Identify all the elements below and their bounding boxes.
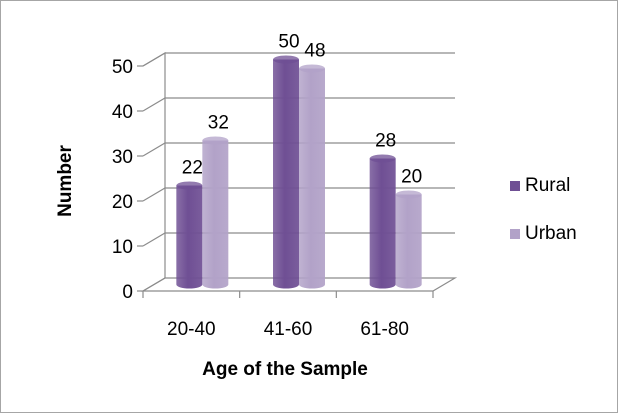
x-axis-ticks: 20-40 41-60 61-80 xyxy=(142,291,434,340)
x-tick-label: 61-80 xyxy=(360,319,409,340)
bars xyxy=(176,55,422,289)
y-tick-label: 40 xyxy=(112,102,133,123)
y-tick-label: 0 xyxy=(122,282,133,303)
bar-top xyxy=(273,55,299,64)
bar-top xyxy=(299,64,325,73)
y-axis-ticks: 0 10 20 30 40 50 xyxy=(112,57,143,303)
bar-urban-20-40 xyxy=(202,136,229,289)
y-axis-title: Number xyxy=(55,145,76,217)
gridlines xyxy=(142,52,455,247)
data-label: 48 xyxy=(304,41,325,62)
legend-item-urban: Urban xyxy=(510,223,577,244)
x-tick-label: 41-60 xyxy=(264,319,313,340)
y-tick-label: 20 xyxy=(112,192,133,213)
bar-body xyxy=(273,59,299,289)
bar-body xyxy=(176,185,203,289)
bar-rural-20-40 xyxy=(176,181,203,289)
gridline xyxy=(142,232,455,247)
gridline xyxy=(142,142,455,157)
data-label: 22 xyxy=(182,158,203,179)
legend-swatch xyxy=(510,181,520,191)
data-label: 32 xyxy=(208,113,229,134)
bar-body xyxy=(395,194,422,289)
x-tick-label: 20-40 xyxy=(167,319,216,340)
gridline xyxy=(142,52,455,67)
data-label: 28 xyxy=(375,131,396,152)
bar-urban-41-60 xyxy=(299,64,325,289)
bar-urban-61-80 xyxy=(395,190,422,289)
bar-body xyxy=(369,158,396,289)
bar-top xyxy=(176,181,203,190)
x-axis-title: Age of the Sample xyxy=(202,359,368,380)
data-label: 20 xyxy=(401,167,422,188)
y-tick-label: 30 xyxy=(112,147,133,168)
bar-top xyxy=(202,136,229,145)
gridline xyxy=(142,97,455,112)
legend: Rural Urban xyxy=(510,175,577,244)
bar-top xyxy=(395,190,422,199)
bar-rural-41-60 xyxy=(273,55,299,289)
gridline xyxy=(142,187,455,202)
y-tick-label: 50 xyxy=(112,57,133,78)
legend-label: Rural xyxy=(525,175,570,196)
legend-label: Urban xyxy=(525,223,577,244)
bar-body xyxy=(299,68,325,289)
bar-rural-61-80 xyxy=(369,154,396,289)
data-label: 50 xyxy=(278,32,299,53)
side-wall xyxy=(142,51,166,292)
legend-item-rural: Rural xyxy=(510,175,570,196)
bar-body xyxy=(202,140,229,289)
y-tick-label: 10 xyxy=(112,237,133,258)
bar-top xyxy=(369,154,396,163)
legend-swatch xyxy=(510,229,520,239)
